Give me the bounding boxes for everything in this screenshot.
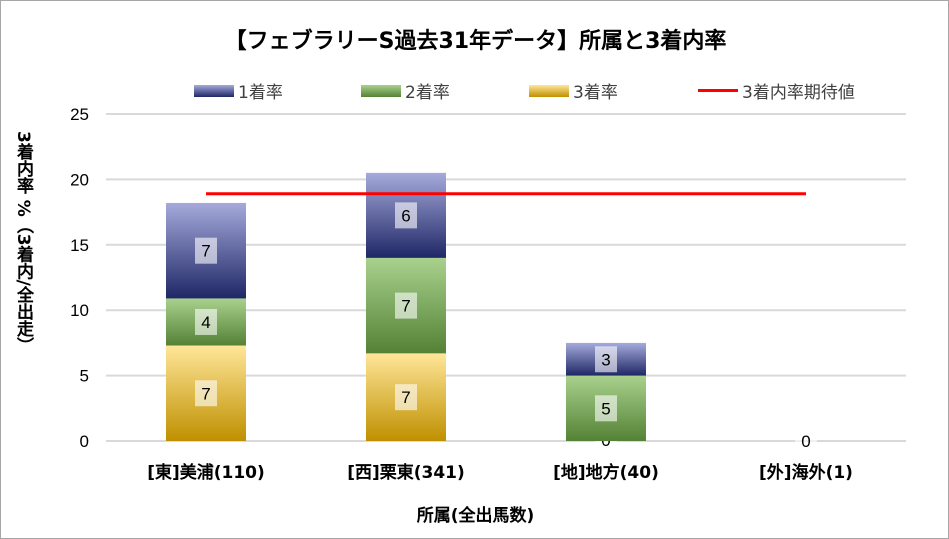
data-label: 4 xyxy=(201,313,210,332)
legend-label: 3着率 xyxy=(573,83,618,103)
legend-swatch xyxy=(194,84,234,97)
legend-item-2nd: 2着率 xyxy=(361,78,450,103)
legend-item-1st: 1着率 xyxy=(194,78,283,103)
y-tick-label: 25 xyxy=(70,105,89,124)
x-tick-label: [外]海外(1) xyxy=(759,462,853,483)
legend-label: 1着率 xyxy=(238,83,283,103)
x-tick-label: [西]栗東(341) xyxy=(347,462,465,483)
data-label-bg xyxy=(595,395,617,422)
data-label: 3 xyxy=(601,350,610,369)
x-tick-label: [東]美浦(110) xyxy=(147,462,265,483)
data-label: 0 xyxy=(801,432,810,451)
legend-item-3rd: 3着率 xyxy=(529,78,618,103)
data-label: 5 xyxy=(601,399,610,418)
y-tick-label: 15 xyxy=(70,236,89,255)
data-label-bg xyxy=(795,428,817,454)
data-label: 7 xyxy=(401,388,410,407)
x-tick-label: [地]地方(40) xyxy=(553,462,659,483)
chart-title: 【フェブラリーS過去31年データ】所属と3着内率 xyxy=(224,29,727,54)
data-label: 7 xyxy=(201,384,210,403)
y-tick-label: 0 xyxy=(80,432,89,451)
y-tick-label: 10 xyxy=(70,301,89,320)
legend-label: 3着内率期待値 xyxy=(742,83,855,103)
data-label-bg xyxy=(195,237,217,264)
data-label-bg xyxy=(195,380,217,407)
data-label: 6 xyxy=(401,206,410,225)
data-label: 7 xyxy=(401,297,410,316)
data-label-bg xyxy=(195,308,217,335)
y-axis-title: 3着内率 %（3着内/全出走） xyxy=(13,131,33,354)
legend-label: 2着率 xyxy=(405,83,450,103)
legend-swatch xyxy=(529,84,569,97)
data-label-bg xyxy=(395,292,417,319)
y-tick-label: 5 xyxy=(80,367,89,386)
x-axis-title: 所属(全出馬数) xyxy=(416,506,535,526)
data-label-bg xyxy=(395,202,417,229)
data-label-bg xyxy=(595,346,617,373)
y-tick-label: 20 xyxy=(70,170,89,189)
legend-swatch xyxy=(698,89,738,92)
legend-item-expected: 3着内率期待値 xyxy=(698,78,855,103)
data-label: 7 xyxy=(201,242,210,261)
data-label-bg xyxy=(395,384,417,411)
legend-swatch xyxy=(361,84,401,97)
